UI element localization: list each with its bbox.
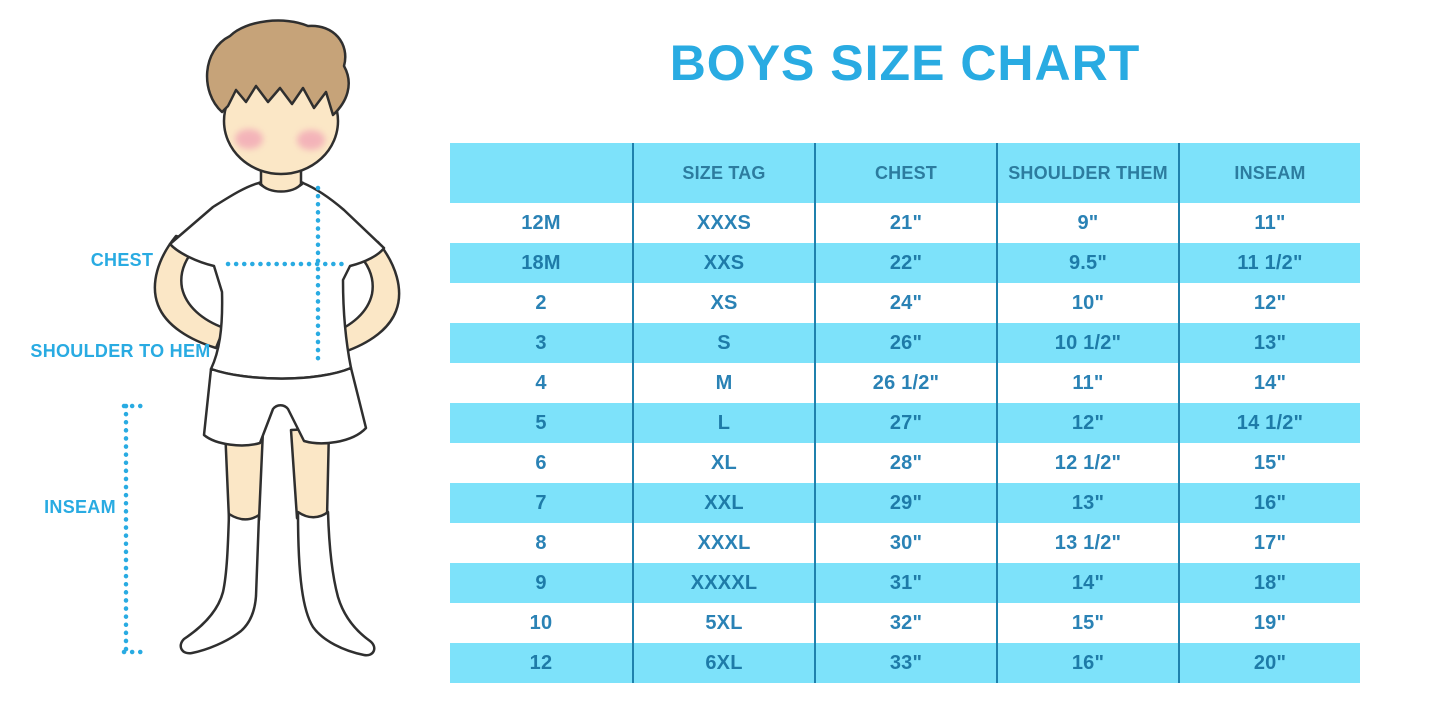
table-cell: 33" [814, 643, 996, 683]
table-cell: 11 1/2" [1178, 243, 1360, 283]
right-sock [296, 510, 376, 657]
table-cell: 19" [1178, 603, 1360, 643]
table-cell: 6XL [632, 643, 814, 683]
table-cell: 9 [535, 571, 547, 594]
column-header: SIZE TAG [632, 143, 814, 203]
table-row: 2 XS 24" 10" 12" [450, 283, 1360, 323]
table-cell: 11" [1178, 203, 1360, 243]
left-cheek-blush [235, 129, 263, 149]
table-cell: 30" [814, 523, 996, 563]
shoulder-to-hem-measurement-label: SHOULDER TO HEM [30, 341, 211, 361]
table-cell: 14" [996, 563, 1178, 603]
table-cell: 28" [814, 443, 996, 483]
table-cell: XXS [632, 243, 814, 283]
shorts [202, 366, 368, 447]
table-row: 3 S 26" 10 1/2" 13" [450, 323, 1360, 363]
table-cell: 12" [1178, 283, 1360, 323]
table-cell: 12" [996, 403, 1178, 443]
size-table-header-row: SIZE TAG CHEST SHOULDER THEM INSEAM [450, 143, 1360, 203]
table-cell: 22" [814, 243, 996, 283]
table-cell: 16" [996, 643, 1178, 683]
table-row: 12M XXXS 21" 9" 11" [450, 203, 1360, 243]
right-cheek-blush [297, 130, 325, 150]
table-row: 12 6XL 33" 16" 20" [450, 643, 1360, 683]
table-cell: 15" [996, 603, 1178, 643]
table-cell: 13 1/2" [996, 523, 1178, 563]
chest-measurement-label: CHEST [90, 250, 154, 270]
column-header: INSEAM [1178, 143, 1360, 203]
table-cell: 17" [1178, 523, 1360, 563]
table-cell: XXXXL [632, 563, 814, 603]
table-cell: 18M [521, 251, 561, 274]
table-row: 8 XXXL 30" 13 1/2" 17" [450, 523, 1360, 563]
table-cell: 5 [535, 411, 547, 434]
table-row: 4 M 26 1/2" 11" 14" [450, 363, 1360, 403]
table-row: 10 5XL 32" 15" 19" [450, 603, 1360, 643]
table-cell: XXXS [632, 203, 814, 243]
table-row: 6 XL 28" 12 1/2" 15" [450, 443, 1360, 483]
table-cell: 7 [535, 491, 547, 514]
table-cell: 15" [1178, 443, 1360, 483]
table-cell: XL [632, 443, 814, 483]
table-cell: 21" [814, 203, 996, 243]
table-cell: 11" [996, 363, 1178, 403]
table-cell: M [632, 363, 814, 403]
table-cell: 32" [814, 603, 996, 643]
table-cell: 26" [814, 323, 996, 363]
table-cell: 20" [1178, 643, 1360, 683]
column-header: CHEST [814, 143, 996, 203]
size-table: SIZE TAG CHEST SHOULDER THEM INSEAM 12M XXXS… [450, 143, 1360, 683]
table-cell: 10 1/2" [996, 323, 1178, 363]
column-header [450, 143, 632, 203]
left-arm [153, 234, 226, 350]
table-cell: 3 [535, 331, 547, 354]
table-cell: 2 [535, 291, 547, 314]
table-cell: 26 1/2" [814, 363, 996, 403]
page-title: BOYS SIZE CHART [669, 35, 1141, 91]
table-cell: 13" [996, 483, 1178, 523]
table-cell: 12 1/2" [996, 443, 1178, 483]
table-row: 7 XXL 29" 13" 16" [450, 483, 1360, 523]
table-cell: 9" [996, 203, 1178, 243]
table-row: 9 XXXXL 31" 14" 18" [450, 563, 1360, 603]
size-table-body: 12M XXXS 21" 9" 11" 18M XXS 22" 9.5" 11 1/2" 2 XS 24… [450, 203, 1360, 683]
table-cell: 24" [814, 283, 996, 323]
table-cell: XXXL [632, 523, 814, 563]
table-cell: 12M [521, 211, 561, 234]
table-cell: 13" [1178, 323, 1360, 363]
table-cell: 29" [814, 483, 996, 523]
inseam-measurement-label: INSEAM [44, 497, 116, 517]
table-cell: 10 [529, 611, 553, 634]
table-cell: 14 1/2" [1178, 403, 1360, 443]
table-cell: 10" [996, 283, 1178, 323]
hair [205, 19, 350, 117]
table-cell: 8 [535, 531, 547, 554]
table-cell: 16" [1178, 483, 1360, 523]
table-row: 18M XXS 22" 9.5" 11 1/2" [450, 243, 1360, 283]
table-row: 5 L 27" 12" 14 1/2" [450, 403, 1360, 443]
table-cell: 5XL [632, 603, 814, 643]
table-cell: 9.5" [996, 243, 1178, 283]
table-cell: 14" [1178, 363, 1360, 403]
column-header: SHOULDER THEM [996, 143, 1178, 203]
table-cell: 4 [535, 371, 547, 394]
table-cell: XS [632, 283, 814, 323]
table-cell: 27" [814, 403, 996, 443]
table-cell: 6 [535, 451, 547, 474]
boy-figure-illustration [121, 19, 401, 657]
table-cell: 12 [529, 651, 553, 674]
table-cell: S [632, 323, 814, 363]
table-cell: 18" [1178, 563, 1360, 603]
left-sock [179, 512, 261, 655]
table-cell: XXL [632, 483, 814, 523]
table-cell: 31" [814, 563, 996, 603]
table-cell: L [632, 403, 814, 443]
